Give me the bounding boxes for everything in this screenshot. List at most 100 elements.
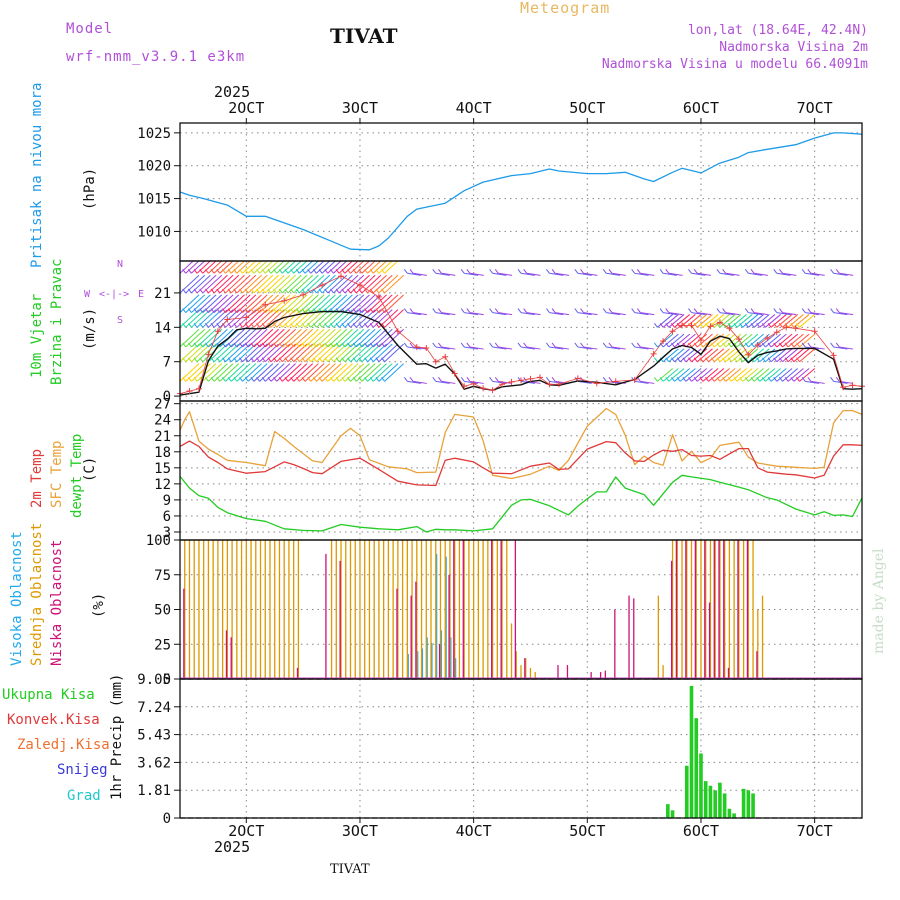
wind-barb-feather [517,342,522,348]
wind-barb-feather [187,377,192,382]
wind-barb [839,312,854,316]
wind-barb-feather [801,342,806,348]
wind-barb-feather [466,377,471,382]
wind-barb-feather [659,377,664,382]
compass-east: E [138,289,145,300]
precip-bar [727,808,732,818]
wind-barb [469,346,484,350]
wind-barb-feather [608,308,613,313]
wind-barb-feather [756,323,761,328]
wind-barb-feather [210,323,215,328]
wind-barb-feather [716,323,721,328]
wind-barb [549,312,564,316]
wind-barb [776,312,791,316]
wind-barb-feather [290,357,295,363]
gust-marker [574,375,581,382]
wind-barb-feather [551,308,556,313]
wind-barb [708,368,725,382]
gust-marker [356,282,363,289]
wind-barb-feather [676,377,681,382]
wind-barb [526,312,541,316]
wind-barb-feather [779,377,783,382]
wind-barb-feather [403,377,408,382]
wind-barb-feather [705,357,709,363]
wind-barb-feather [256,342,260,348]
wind-barb-feather [654,323,658,328]
wind-barb-feather [761,342,766,348]
wind-barb-feather [250,268,255,274]
wind-barb [555,346,570,350]
wind-barb [696,348,713,363]
wind-barb [606,312,621,316]
y-tick-label: 50 [154,603,171,619]
wind-barb-feather [636,268,641,274]
wind-barb-feather [830,308,834,313]
model-label: Model [66,21,114,37]
gust-marker [669,328,676,335]
wind-barb-feather [438,268,442,274]
wind-barb-feather [222,288,226,294]
wind-barb-feather [312,342,317,348]
gust-marker [745,351,752,358]
wind-barb-feather [290,377,295,382]
wind-barb-feather [631,308,636,313]
wind-barb-feather [773,357,778,363]
wind-barb [520,312,535,316]
day-label-bottom: 5OCT [569,822,605,840]
wind-barb-feather [744,377,749,382]
wind-barb-feather [779,323,783,328]
wind-barb-feather [744,308,749,313]
wind-barb [719,272,734,276]
wind-barb [634,380,649,384]
wind-barb-feather [693,357,698,363]
gust-marker [518,377,524,384]
wind-barb [730,348,747,363]
wind-barb-feather [693,377,698,382]
wind-barb-feather [375,357,380,363]
wind-barb [498,380,513,384]
wind-barb-feather [335,268,340,274]
wind-barb [640,380,655,384]
wind-barb-feather [284,308,289,313]
wind-barb-feather [767,323,772,328]
wind-barb-feather [369,323,374,328]
y-tick-label: 100 [146,533,171,549]
wind-barb-feather [727,377,732,382]
wind-barb [407,346,422,350]
wind-barb-feather [693,268,698,274]
precip-bar [708,785,713,818]
wind-barb-feather [659,342,664,348]
wind-barb-feather [307,357,312,363]
precip-bar [684,765,689,818]
wind-barb-feather [205,288,209,294]
wind-barb-feather [403,308,408,313]
wind-barb [713,368,730,382]
wind-barb-feather [193,308,198,313]
wind-barb [742,314,759,328]
wind-barb-feather [324,288,329,294]
wind-barb [662,348,679,363]
wind-barb-feather [756,377,761,382]
wind-barb [776,368,793,382]
wind-barb-feather [216,308,221,313]
wind-barb-feather [631,342,636,348]
wind-barb-feather [227,268,232,274]
wind-barb-feather [227,323,232,328]
wind-barb-feather [295,268,300,274]
wind-barb-feather [182,357,187,363]
wind-barb [736,333,753,348]
wind-barb [770,348,787,363]
gust-marker [432,358,439,365]
day-label-bottom: 7OCT [797,822,833,840]
wind-barb-feather [432,308,437,313]
wind-barb-feather [796,377,800,382]
wind-barb-feather [364,323,368,328]
wind-barb-feather [636,308,641,313]
wind-barb [793,314,810,328]
wind-barb [691,368,708,382]
gust-marker [527,375,534,382]
wind-barb-feather [324,323,329,328]
wind-barb-feather [784,377,789,382]
precip-bar [694,718,699,818]
wind-barb-feather [330,342,334,348]
